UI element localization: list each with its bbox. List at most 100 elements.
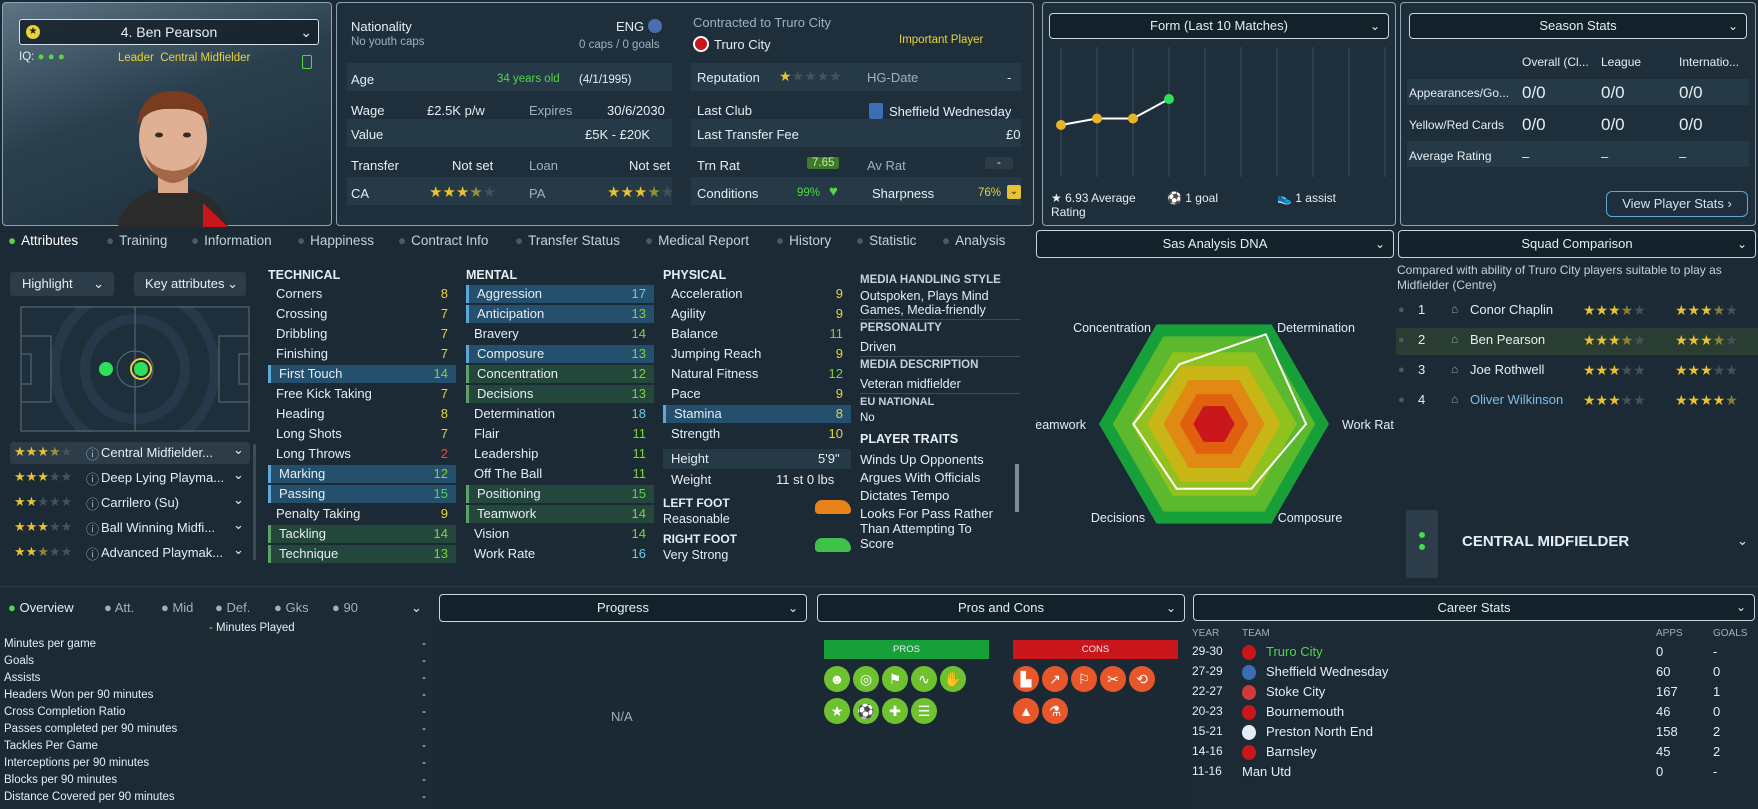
key-attributes-dropdown[interactable]: Key attributes ⌄ [134, 272, 246, 296]
tab-overview[interactable]: ● Overview [8, 600, 74, 615]
ball-icon[interactable]: ⚽ [853, 698, 879, 724]
attribute-row[interactable]: Corners 8 [268, 285, 456, 303]
scissors-icon[interactable]: ✂ [1100, 666, 1126, 692]
flag-icon[interactable]: ⚐ [1071, 666, 1097, 692]
roles-scrollbar[interactable] [253, 444, 256, 560]
tab-history[interactable]: ● History [776, 233, 832, 248]
tab-att[interactable]: ● Att. [104, 600, 135, 615]
attribute-row[interactable]: Free Kick Taking 7 [268, 385, 456, 403]
info-icon[interactable]: ⓘ [86, 447, 100, 462]
attribute-row[interactable]: Crossing 7 [268, 305, 456, 323]
form-rating-point[interactable] [1056, 120, 1066, 130]
transfer-value[interactable]: Not set [452, 158, 494, 173]
tackle-icon[interactable]: ⚑ [882, 666, 908, 692]
career-team[interactable]: Man Utd [1242, 764, 1292, 779]
attribute-row[interactable]: Teamwork 14 [466, 505, 654, 523]
tab-information[interactable]: ● Information [191, 233, 272, 248]
trend-icon[interactable]: ↗ [1042, 666, 1068, 692]
career-team[interactable]: Stoke City [1266, 684, 1326, 699]
swap-icon[interactable]: ⟲ [1129, 666, 1155, 692]
role-label[interactable]: Advanced Playmak... [101, 545, 224, 560]
tab-analysis[interactable]: ● Analysis [942, 233, 1006, 248]
attribute-row[interactable]: Strength 10 [663, 425, 851, 443]
chevron-down-icon[interactable]: ⌄ [411, 600, 422, 615]
chevron-down-icon[interactable]: ⌄ [233, 442, 244, 457]
info-icon[interactable]: ⓘ [86, 497, 100, 512]
attribute-row[interactable]: Dribbling 7 [268, 325, 456, 343]
attribute-row[interactable]: Decisions 13 [466, 385, 654, 403]
attribute-row[interactable]: Determination 18 [466, 405, 654, 423]
attribute-row[interactable]: Anticipation 13 [466, 305, 654, 323]
cone-icon[interactable]: ▲ [1013, 698, 1039, 724]
role-label[interactable]: Carrilero (Su) [101, 495, 180, 510]
chevron-down-icon[interactable]: ⌄ [233, 517, 244, 532]
attribute-row[interactable]: Positioning 15 [466, 485, 654, 503]
attribute-row[interactable]: Leadership 11 [466, 445, 654, 463]
attribute-row[interactable]: Composure 13 [466, 345, 654, 363]
career-team[interactable]: Bournemouth [1266, 704, 1345, 719]
target-icon[interactable]: ◎ [853, 666, 879, 692]
tab-def[interactable]: ● Def. [215, 600, 251, 615]
attribute-row[interactable]: Vision 14 [466, 525, 654, 543]
attribute-row[interactable]: Jumping Reach 9 [663, 345, 851, 363]
career-team[interactable]: Barnsley [1266, 744, 1317, 759]
attribute-row[interactable]: Tackling 14 [268, 525, 456, 543]
attribute-row[interactable]: Agility 9 [663, 305, 851, 323]
player-name-dropdown[interactable]: ★ 4. Ben Pearson ⌄ [19, 19, 319, 45]
career-team[interactable]: Sheffield Wednesday [1266, 664, 1389, 679]
clipboard-icon[interactable]: ☰ [911, 698, 937, 724]
attribute-row[interactable]: Off The Ball 11 [466, 465, 654, 483]
star-icon[interactable]: ★ [824, 698, 850, 724]
attribute-row[interactable]: Bravery 14 [466, 325, 654, 343]
career-dropdown[interactable]: Career Stats ⌄ [1193, 594, 1755, 621]
squad-player-name[interactable]: Oliver Wilkinson [1470, 392, 1564, 407]
attribute-row[interactable]: Work Rate 16 [466, 545, 654, 563]
squad-dropdown[interactable]: Squad Comparison ⌄ [1398, 230, 1756, 258]
info-icon[interactable]: ⓘ [86, 472, 100, 487]
attribute-row[interactable]: Technique 13 [268, 545, 456, 563]
boot-icon[interactable]: ▙ [1013, 666, 1039, 692]
tab-90[interactable]: ● 90 [332, 600, 358, 615]
role-label[interactable]: Ball Winning Midfi... [101, 520, 216, 535]
attribute-row[interactable]: Pace 9 [663, 385, 851, 403]
chevron-down-icon[interactable]: ⌄ [233, 542, 244, 557]
attribute-row[interactable]: Long Shots 7 [268, 425, 456, 443]
lastclub-link[interactable]: Sheffield Wednesday [869, 103, 1011, 119]
view-player-stats-button[interactable]: View Player Stats › [1606, 191, 1748, 217]
attribute-row[interactable]: Stamina 8 [663, 405, 851, 423]
traits-scrollbar[interactable] [1015, 464, 1019, 512]
flask-icon[interactable]: ⚗ [1042, 698, 1068, 724]
form-rating-point[interactable] [1164, 94, 1174, 104]
role-item[interactable] [10, 442, 250, 464]
chevron-down-icon[interactable]: ⌄ [233, 467, 244, 482]
squad-player-name[interactable]: Ben Pearson [1470, 332, 1546, 347]
attribute-row[interactable]: Finishing 7 [268, 345, 456, 363]
squad-player-name[interactable]: Conor Chaplin [1470, 302, 1554, 317]
career-team[interactable]: Preston North End [1266, 724, 1373, 739]
attribute-row[interactable]: Natural Fitness 12 [663, 365, 851, 383]
progress-dropdown[interactable]: Progress ⌄ [439, 594, 807, 622]
tab-training[interactable]: ● Training [106, 233, 168, 248]
tab-mid[interactable]: ● Mid [161, 600, 194, 615]
info-icon[interactable]: ⓘ [86, 547, 100, 562]
tab-gks[interactable]: ● Gks [274, 600, 309, 615]
role-label[interactable]: Deep Lying Playma... [101, 470, 225, 485]
dna-dropdown[interactable]: Sas Analysis DNA ⌄ [1036, 230, 1394, 258]
attribute-row[interactable]: Marking 12 [268, 465, 456, 483]
form-dropdown[interactable]: Form (Last 10 Matches) ⌄ [1049, 13, 1389, 39]
tab-transfer-status[interactable]: ● Transfer Status [515, 233, 620, 248]
bandage-icon[interactable]: ✚ [882, 698, 908, 724]
attribute-row[interactable]: Heading 8 [268, 405, 456, 423]
handshake-icon[interactable]: ✋ [940, 666, 966, 692]
tab-happiness[interactable]: ● Happiness [297, 233, 374, 248]
pulse-icon[interactable]: ∿ [911, 666, 937, 692]
attribute-row[interactable]: Balance 11 [663, 325, 851, 343]
club-link[interactable]: Truro City [693, 36, 771, 52]
tab-attributes[interactable]: ● Attributes [8, 233, 79, 248]
career-team[interactable]: Truro City [1266, 644, 1323, 659]
highlight-dropdown[interactable]: Highlight ⌄ [10, 272, 114, 296]
attribute-row[interactable]: Flair 11 [466, 425, 654, 443]
form-rating-point[interactable] [1128, 113, 1138, 124]
head-icon[interactable]: ☻ [824, 666, 850, 692]
chevron-down-icon[interactable]: ⌄ [233, 492, 244, 507]
